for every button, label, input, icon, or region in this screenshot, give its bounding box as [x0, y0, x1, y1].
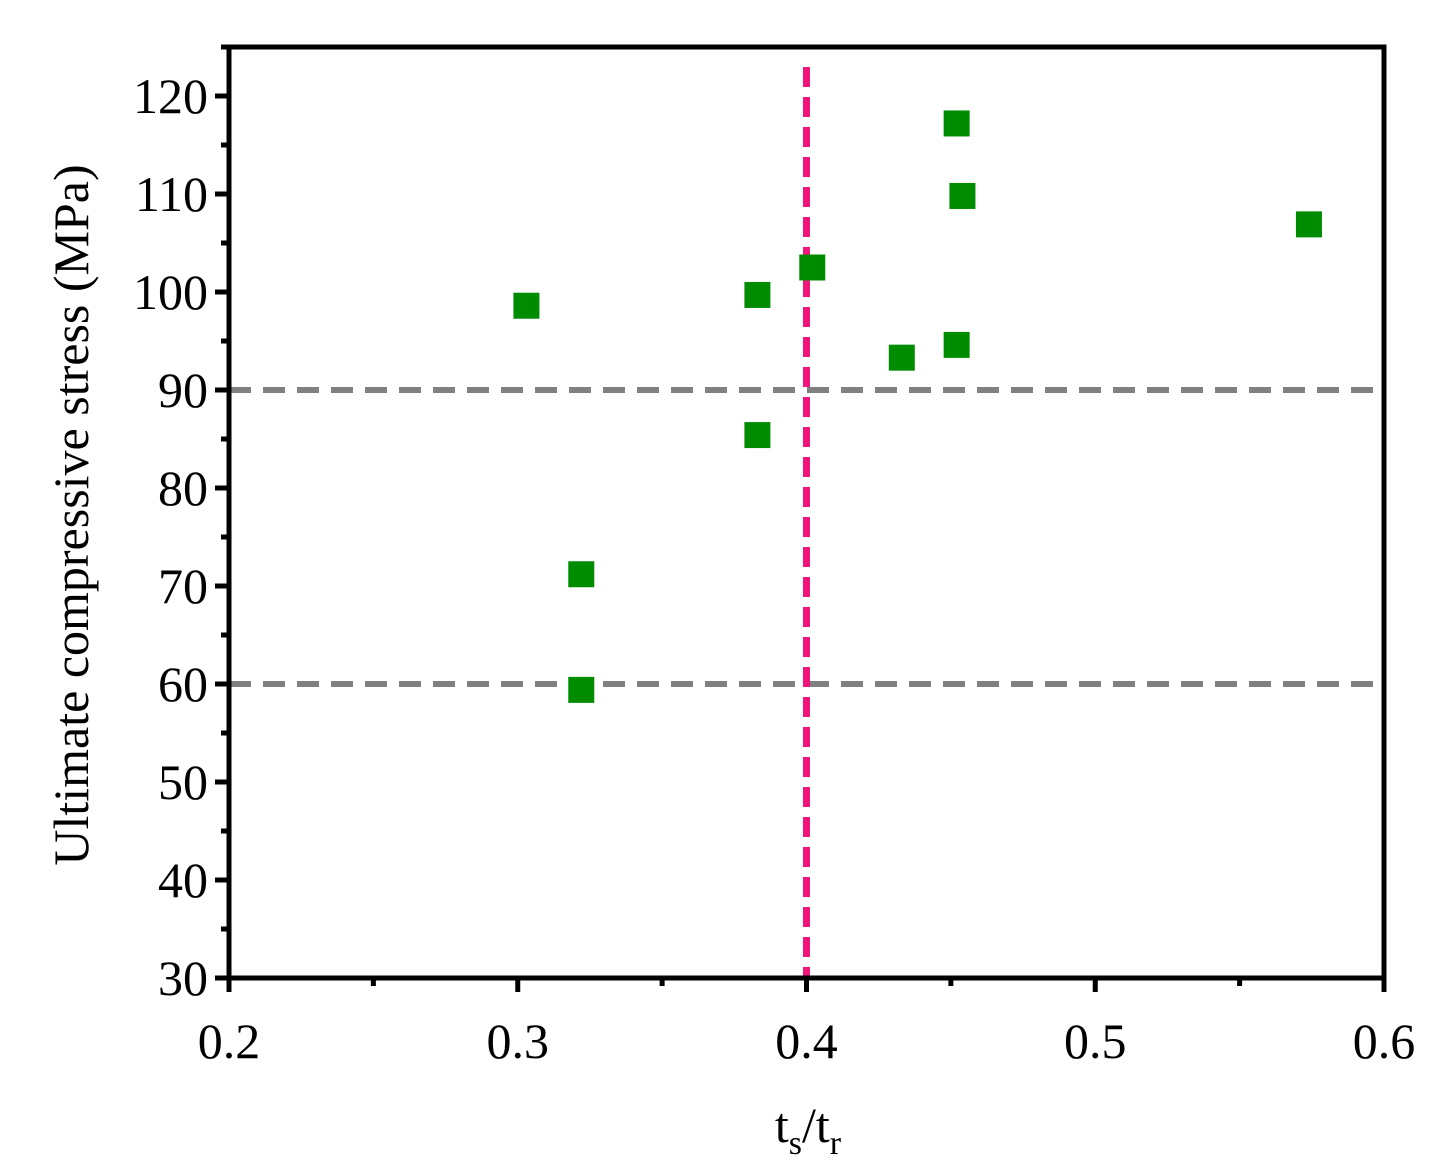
- point: [744, 281, 771, 308]
- point: [568, 561, 595, 588]
- y-tick-label: 60: [158, 656, 208, 712]
- point: [943, 110, 970, 137]
- point: [943, 331, 970, 358]
- x-label-part: /t: [802, 1097, 830, 1153]
- point: [744, 422, 771, 449]
- y-tick-label: 100: [133, 264, 208, 320]
- x-label-part: r: [830, 1125, 842, 1162]
- x-label-part: s: [789, 1125, 802, 1162]
- x-label-part: t: [775, 1097, 789, 1153]
- y-tick-label: 110: [135, 166, 208, 222]
- y-tick-label: 80: [158, 460, 208, 516]
- point: [568, 676, 595, 703]
- y-tick-label: 50: [158, 754, 208, 810]
- x-tick-label: 0.5: [1064, 1013, 1127, 1069]
- x-tick-label: 0.4: [775, 1013, 838, 1069]
- point: [513, 292, 540, 319]
- point: [949, 182, 976, 209]
- plot-frame: [226, 44, 1387, 981]
- x-tick-label: 0.2: [198, 1013, 261, 1069]
- y-tick-label: 30: [158, 950, 208, 1006]
- y-tick-label: 40: [158, 852, 208, 908]
- point: [799, 254, 826, 281]
- y-axis-label: Ultimate compressive stress (MPa): [43, 164, 99, 865]
- point: [888, 344, 915, 371]
- y-tick-label: 90: [158, 362, 208, 418]
- x-axis-label: ts/tr: [775, 1097, 842, 1162]
- y-tick-label: 70: [158, 558, 208, 614]
- x-tick-label: 0.3: [487, 1013, 550, 1069]
- point: [1295, 211, 1322, 238]
- x-tick-label: 0.6: [1353, 1013, 1416, 1069]
- y-tick-label: 120: [133, 68, 208, 124]
